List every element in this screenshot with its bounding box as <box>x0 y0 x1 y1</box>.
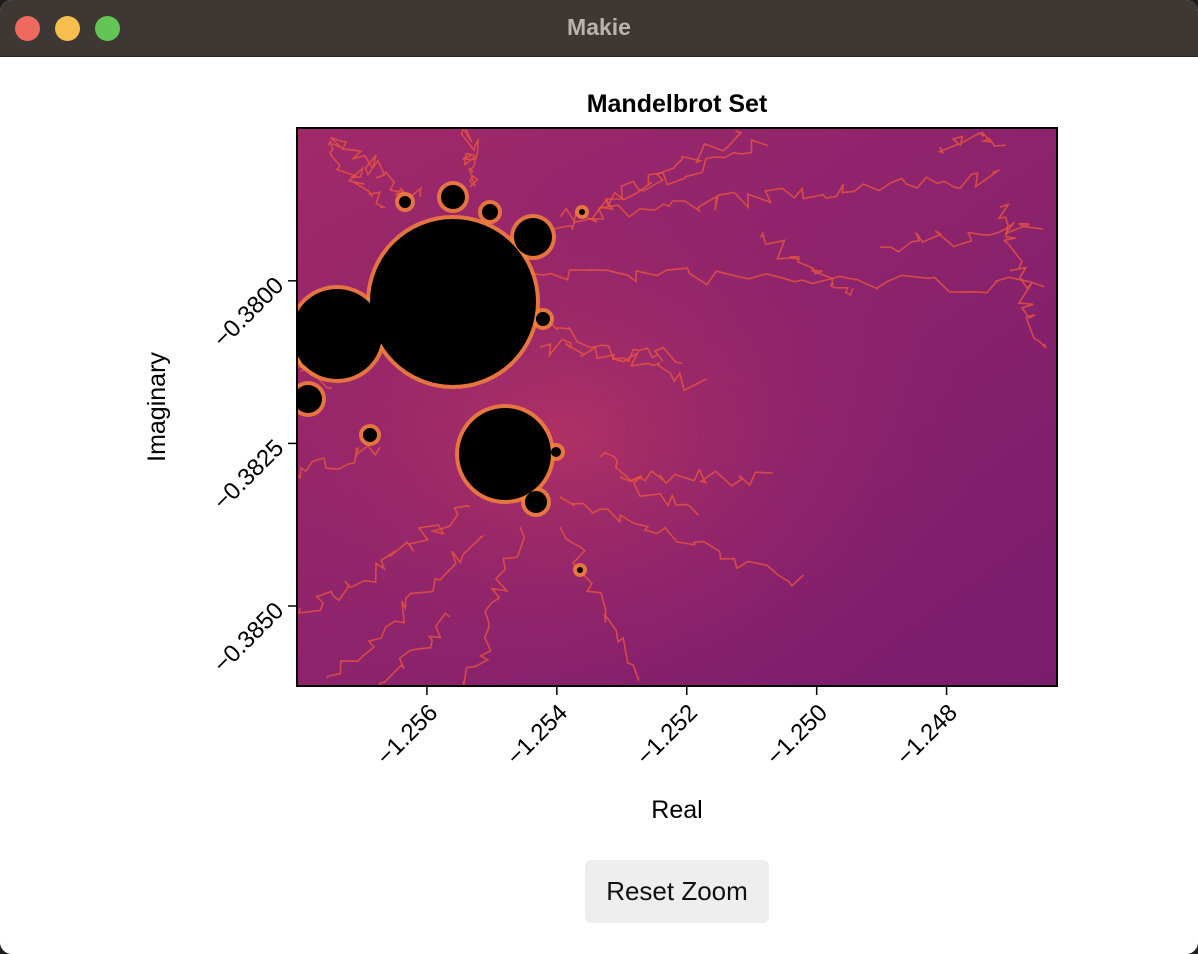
minimize-window-button[interactable] <box>55 16 80 41</box>
set-bulb <box>482 204 498 220</box>
filament <box>937 131 1006 154</box>
window-content: Mandelbrot Set −1.256 −1.254 −1.252 −1.250−… <box>0 57 1198 954</box>
mandelbrot-figure: Mandelbrot Set −1.256 −1.254 −1.252 −1.250−… <box>143 90 1058 824</box>
x-tick-label: −1.250 <box>761 699 832 770</box>
filament <box>559 169 1000 224</box>
heatmap-area[interactable] <box>288 125 1057 689</box>
x-tick-label: −1.254 <box>502 699 573 770</box>
filament <box>297 444 381 480</box>
filament <box>462 526 526 686</box>
set-bulb <box>441 185 465 209</box>
filament <box>997 203 1047 349</box>
y-axis-label: Imaginary <box>143 352 171 462</box>
set-bulb <box>536 312 550 326</box>
set-bulb <box>459 408 551 500</box>
filament <box>327 139 386 209</box>
set-bulb <box>579 209 585 215</box>
chart-title: Mandelbrot Set <box>587 90 768 118</box>
filament <box>619 467 773 487</box>
filament <box>559 526 640 682</box>
filament <box>460 128 480 188</box>
maximize-window-button[interactable] <box>95 16 120 41</box>
title-bar[interactable]: Makie <box>0 0 1198 57</box>
set-bulb <box>577 567 583 573</box>
x-tick-label: −1.248 <box>891 699 962 770</box>
y-tick-label: −0.3800 <box>208 272 289 353</box>
set-bulb <box>399 196 411 208</box>
set-bulb <box>297 385 322 413</box>
x-tick-label: −1.252 <box>632 699 703 770</box>
heatmap-glow <box>297 128 1057 686</box>
x-tick-label: −1.256 <box>372 699 443 770</box>
filament-layer <box>297 128 1047 686</box>
filament <box>378 612 451 686</box>
filament <box>599 130 743 211</box>
mandelbrot-set-layer <box>297 181 589 577</box>
plot-frame <box>296 127 1058 687</box>
filament <box>297 504 471 614</box>
set-bulb <box>300 347 320 367</box>
set-bulb <box>363 428 377 442</box>
filament <box>529 315 708 392</box>
filament <box>599 451 700 516</box>
filament <box>330 136 423 200</box>
filament <box>539 338 683 365</box>
set-bulb <box>525 491 547 513</box>
y-tick-label: −0.3825 <box>208 435 289 516</box>
set-bulb <box>514 218 552 256</box>
filament <box>326 534 485 679</box>
close-window-button[interactable] <box>15 16 40 41</box>
y-tick-label: −0.3850 <box>208 597 289 678</box>
window-title: Makie <box>567 14 631 40</box>
set-bulb <box>551 447 561 457</box>
set-bulb <box>370 219 536 385</box>
filament <box>759 230 854 297</box>
reset-zoom-button[interactable]: Reset Zoom <box>585 860 769 923</box>
y-axis: −0.3800 −0.3825 −0.3850 <box>208 272 297 678</box>
filament <box>539 138 769 238</box>
x-axis-label: Real <box>651 796 702 824</box>
x-axis: −1.256 −1.254 −1.252 −1.250 −1.248 <box>372 686 963 771</box>
filament <box>559 496 804 587</box>
